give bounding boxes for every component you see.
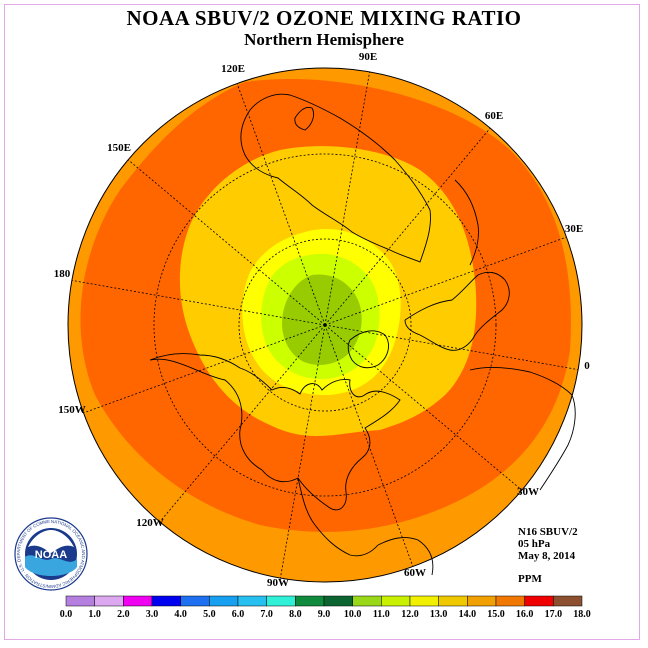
longitude-label: 150W bbox=[58, 404, 86, 416]
meridian-line bbox=[83, 324, 326, 414]
graticule bbox=[71, 71, 579, 579]
colorbar-cell bbox=[495, 595, 525, 607]
coastline-europe bbox=[404, 271, 510, 351]
colorbar-tick-label: 13.0 bbox=[429, 609, 448, 620]
colorbar-tick-label: 17.0 bbox=[544, 609, 563, 620]
latitude-circle-60n bbox=[238, 238, 412, 412]
colorbar-cell bbox=[553, 595, 583, 607]
longitude-label: 120E bbox=[221, 63, 245, 75]
meridian-line bbox=[127, 159, 326, 326]
meridian-line bbox=[324, 324, 579, 371]
latitude-circle-30n bbox=[153, 153, 497, 497]
longitude-label: 60E bbox=[485, 110, 503, 122]
logo-text: NOAA bbox=[35, 549, 67, 561]
noaa-logo: NOAA NATIONAL OCEANIC AND ATMOSPHERIC AD… bbox=[14, 517, 88, 591]
meridian-line bbox=[324, 324, 414, 567]
colorbar-cell bbox=[409, 595, 439, 607]
longitude-label: 150E bbox=[107, 142, 131, 154]
pressure-level-label: 05 hPa bbox=[518, 538, 551, 550]
longitude-label: 0 bbox=[584, 360, 590, 372]
colorbar-tick-label: 10.0 bbox=[343, 609, 362, 620]
ozone-contour-green bbox=[282, 274, 362, 365]
longitude-label: 180 bbox=[54, 268, 71, 280]
satellite-label: N16 SBUV/2 bbox=[518, 526, 578, 538]
colorbar-cell bbox=[237, 595, 267, 607]
longitude-label: 30W bbox=[517, 486, 539, 498]
colorbar-tick-label: 4.0 bbox=[174, 609, 187, 620]
colorbar-tick-label: 12.0 bbox=[401, 609, 419, 620]
colorbar-tick-label: 8.0 bbox=[289, 609, 302, 620]
colorbar-cell bbox=[123, 595, 153, 607]
colorbar-cell bbox=[438, 595, 468, 607]
map-subtitle: Northern Hemisphere bbox=[244, 30, 404, 49]
longitude-labels: 90E 60E 30E 0 30W 60W 90W 120W 150W 180 150E 120E bbox=[54, 51, 591, 589]
colorbar-cell bbox=[323, 595, 353, 607]
meridian-line bbox=[324, 71, 371, 326]
meridian-line bbox=[236, 83, 326, 326]
colorbar-cell bbox=[209, 595, 239, 607]
unit-label: PPM bbox=[518, 573, 542, 585]
colorbar-tick-label: 6.0 bbox=[231, 609, 245, 620]
longitude-label: 90E bbox=[359, 51, 377, 63]
meridian-line bbox=[71, 279, 326, 326]
colorbar-tick-label: 15.0 bbox=[487, 609, 505, 620]
colorbar-tick-label: 9.0 bbox=[317, 609, 331, 620]
colorbar-cell bbox=[180, 595, 210, 607]
colorbar-tick-label: 7.0 bbox=[260, 609, 273, 620]
longitude-label: 120W bbox=[136, 517, 164, 529]
colorbar-tick-label: 1.0 bbox=[88, 609, 101, 620]
colorbar-tick-label: 2.0 bbox=[117, 609, 130, 620]
coastlines bbox=[149, 93, 576, 576]
colorbar-cell bbox=[94, 595, 124, 607]
meridian-line bbox=[324, 324, 523, 491]
coastline-india bbox=[454, 179, 479, 266]
colorbar-tick-label: 18.0 bbox=[573, 609, 591, 620]
colorbar-cell bbox=[65, 595, 95, 607]
colorbar-tick-label: 11.0 bbox=[372, 609, 390, 620]
colorbar-cell bbox=[381, 595, 411, 607]
colorbar-cell bbox=[467, 595, 497, 607]
longitude-label: 60W bbox=[404, 567, 426, 579]
colorbar-cell bbox=[295, 595, 325, 607]
colorbar-cell bbox=[151, 595, 181, 607]
date-label: May 8, 2014 bbox=[518, 550, 576, 562]
longitude-label: 30E bbox=[565, 223, 583, 235]
meridian-line bbox=[279, 324, 326, 579]
longitude-label: 90W bbox=[267, 577, 289, 589]
meridian-line bbox=[159, 324, 326, 523]
ozone-field bbox=[68, 68, 582, 582]
colorbar-tick-label: 0.0 bbox=[59, 609, 73, 620]
coastline-central-america bbox=[297, 477, 379, 557]
coastline-south-america bbox=[377, 537, 434, 576]
colorbar-tick-label: 16.0 bbox=[515, 609, 534, 620]
coastline-japan bbox=[294, 107, 315, 131]
coastline-north-america bbox=[149, 353, 401, 511]
meridian-line bbox=[324, 127, 491, 326]
colorbar-cell bbox=[524, 595, 554, 607]
map-boundary bbox=[67, 67, 583, 583]
coastline-asia bbox=[240, 93, 431, 263]
meridian-line bbox=[324, 236, 567, 326]
coastline-greenland bbox=[347, 330, 389, 369]
colorbar-cell bbox=[266, 595, 296, 607]
map-title: NOAA SBUV/2 OZONE MIXING RATIO bbox=[126, 6, 522, 30]
colorbar-cell bbox=[352, 595, 382, 607]
colorbar-tick-label: 14.0 bbox=[458, 609, 477, 620]
colorbar-tick-label: 3.0 bbox=[145, 609, 159, 620]
colorbar-tick-label: 5.0 bbox=[203, 609, 216, 620]
